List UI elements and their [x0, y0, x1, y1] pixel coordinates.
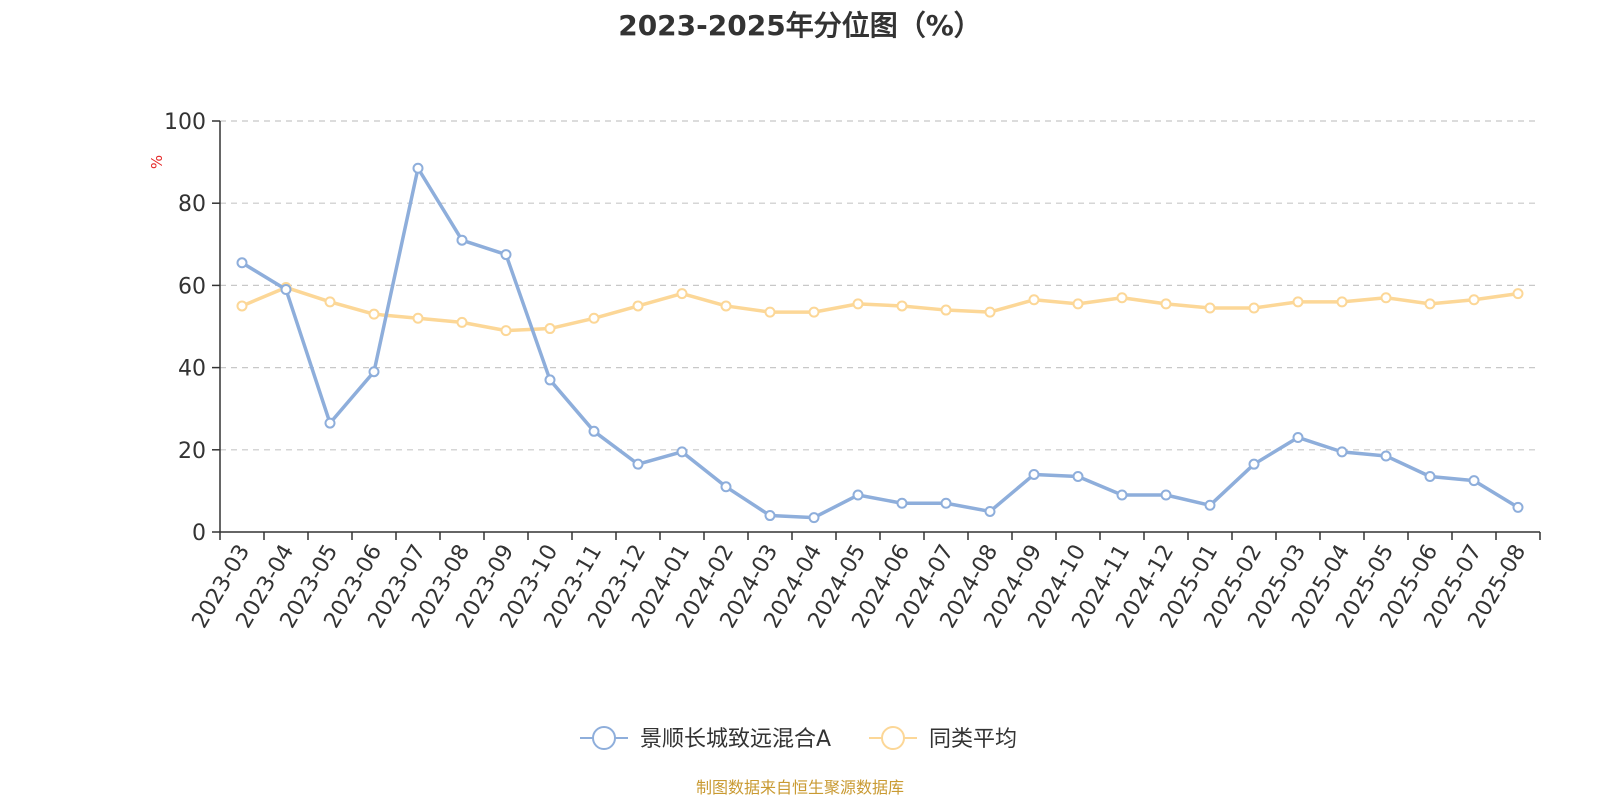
- data-point: [412, 312, 424, 324]
- y-tick-label: 40: [178, 357, 206, 382]
- data-point: [456, 316, 468, 328]
- data-point: [1072, 471, 1084, 483]
- data-point: [368, 366, 380, 378]
- data-point: [236, 300, 248, 312]
- data-point: [720, 300, 732, 312]
- chart-title: 2023-2025年分位图（%）: [618, 9, 982, 42]
- data-point: [1292, 431, 1304, 443]
- data-point: [808, 512, 820, 524]
- data-point: [1380, 292, 1392, 304]
- data-point: [1204, 499, 1216, 511]
- data-point: [764, 306, 776, 318]
- x-axis-ticks: 2023-032023-042023-052023-062023-072023-…: [188, 532, 1541, 633]
- series-group: [236, 162, 1524, 524]
- legend-label: 景顺长城致远混合A: [640, 727, 831, 752]
- data-point: [896, 300, 908, 312]
- data-point: [1512, 501, 1524, 513]
- data-point: [544, 323, 556, 335]
- series-line: [241, 166, 1519, 520]
- series-1: [236, 162, 1524, 524]
- data-point: [940, 304, 952, 316]
- data-point: [632, 458, 644, 470]
- data-point: [324, 417, 336, 429]
- data-point: [720, 481, 732, 493]
- data-point: [852, 298, 864, 310]
- legend-circle-marker: [881, 726, 905, 750]
- y-tick-label: 60: [178, 274, 206, 299]
- data-point: [588, 425, 600, 437]
- data-point: [896, 497, 908, 509]
- data-point: [368, 308, 380, 320]
- legend-circle-marker: [592, 726, 616, 750]
- data-point: [852, 489, 864, 501]
- y-axis-unit-label: %: [148, 155, 166, 169]
- data-point: [1204, 302, 1216, 314]
- data-point: [1028, 294, 1040, 306]
- data-point: [500, 249, 512, 261]
- y-tick-label: 100: [164, 110, 206, 135]
- data-point: [544, 374, 556, 386]
- data-point: [500, 325, 512, 337]
- data-point: [1072, 298, 1084, 310]
- data-point: [1424, 298, 1436, 310]
- data-point: [984, 306, 996, 318]
- data-point: [588, 312, 600, 324]
- data-point: [1116, 489, 1128, 501]
- series-2: [236, 281, 1524, 337]
- data-point: [632, 300, 644, 312]
- y-axis-ticks: 0 20 40 60 80 100: [164, 110, 220, 546]
- data-point: [984, 505, 996, 517]
- data-point: [236, 257, 248, 269]
- data-point: [1160, 489, 1172, 501]
- data-point: [1248, 458, 1260, 470]
- data-point: [808, 306, 820, 318]
- data-point: [1160, 298, 1172, 310]
- data-source-note: 制图数据来自恒生聚源数据库: [695, 778, 904, 797]
- data-point: [940, 497, 952, 509]
- data-point: [456, 234, 468, 246]
- data-point: [1424, 471, 1436, 483]
- axes: [219, 121, 1540, 533]
- data-point: [1468, 294, 1480, 306]
- data-point: [764, 510, 776, 522]
- data-point: [676, 446, 688, 458]
- data-point: [1292, 296, 1304, 308]
- data-point: [1512, 288, 1524, 300]
- data-point: [1028, 468, 1040, 480]
- legend-item-1[interactable]: 景顺长城致远混合A: [580, 726, 831, 752]
- data-point: [1336, 296, 1348, 308]
- data-point: [1380, 450, 1392, 462]
- data-point: [1468, 475, 1480, 487]
- data-point: [280, 284, 292, 296]
- data-point: [1336, 446, 1348, 458]
- y-tick-label: 0: [192, 521, 206, 546]
- legend-item-2[interactable]: 同类平均: [869, 726, 1017, 752]
- data-point: [1116, 292, 1128, 304]
- legend-label: 同类平均: [929, 727, 1017, 752]
- legend[interactable]: 景顺长城致远混合A 同类平均: [580, 726, 1017, 752]
- data-point: [324, 296, 336, 308]
- y-tick-label: 20: [178, 439, 206, 464]
- series-line: [241, 285, 1519, 333]
- data-point: [412, 162, 424, 174]
- y-tick-label: 80: [178, 192, 206, 217]
- data-point: [676, 288, 688, 300]
- data-point: [1248, 302, 1260, 314]
